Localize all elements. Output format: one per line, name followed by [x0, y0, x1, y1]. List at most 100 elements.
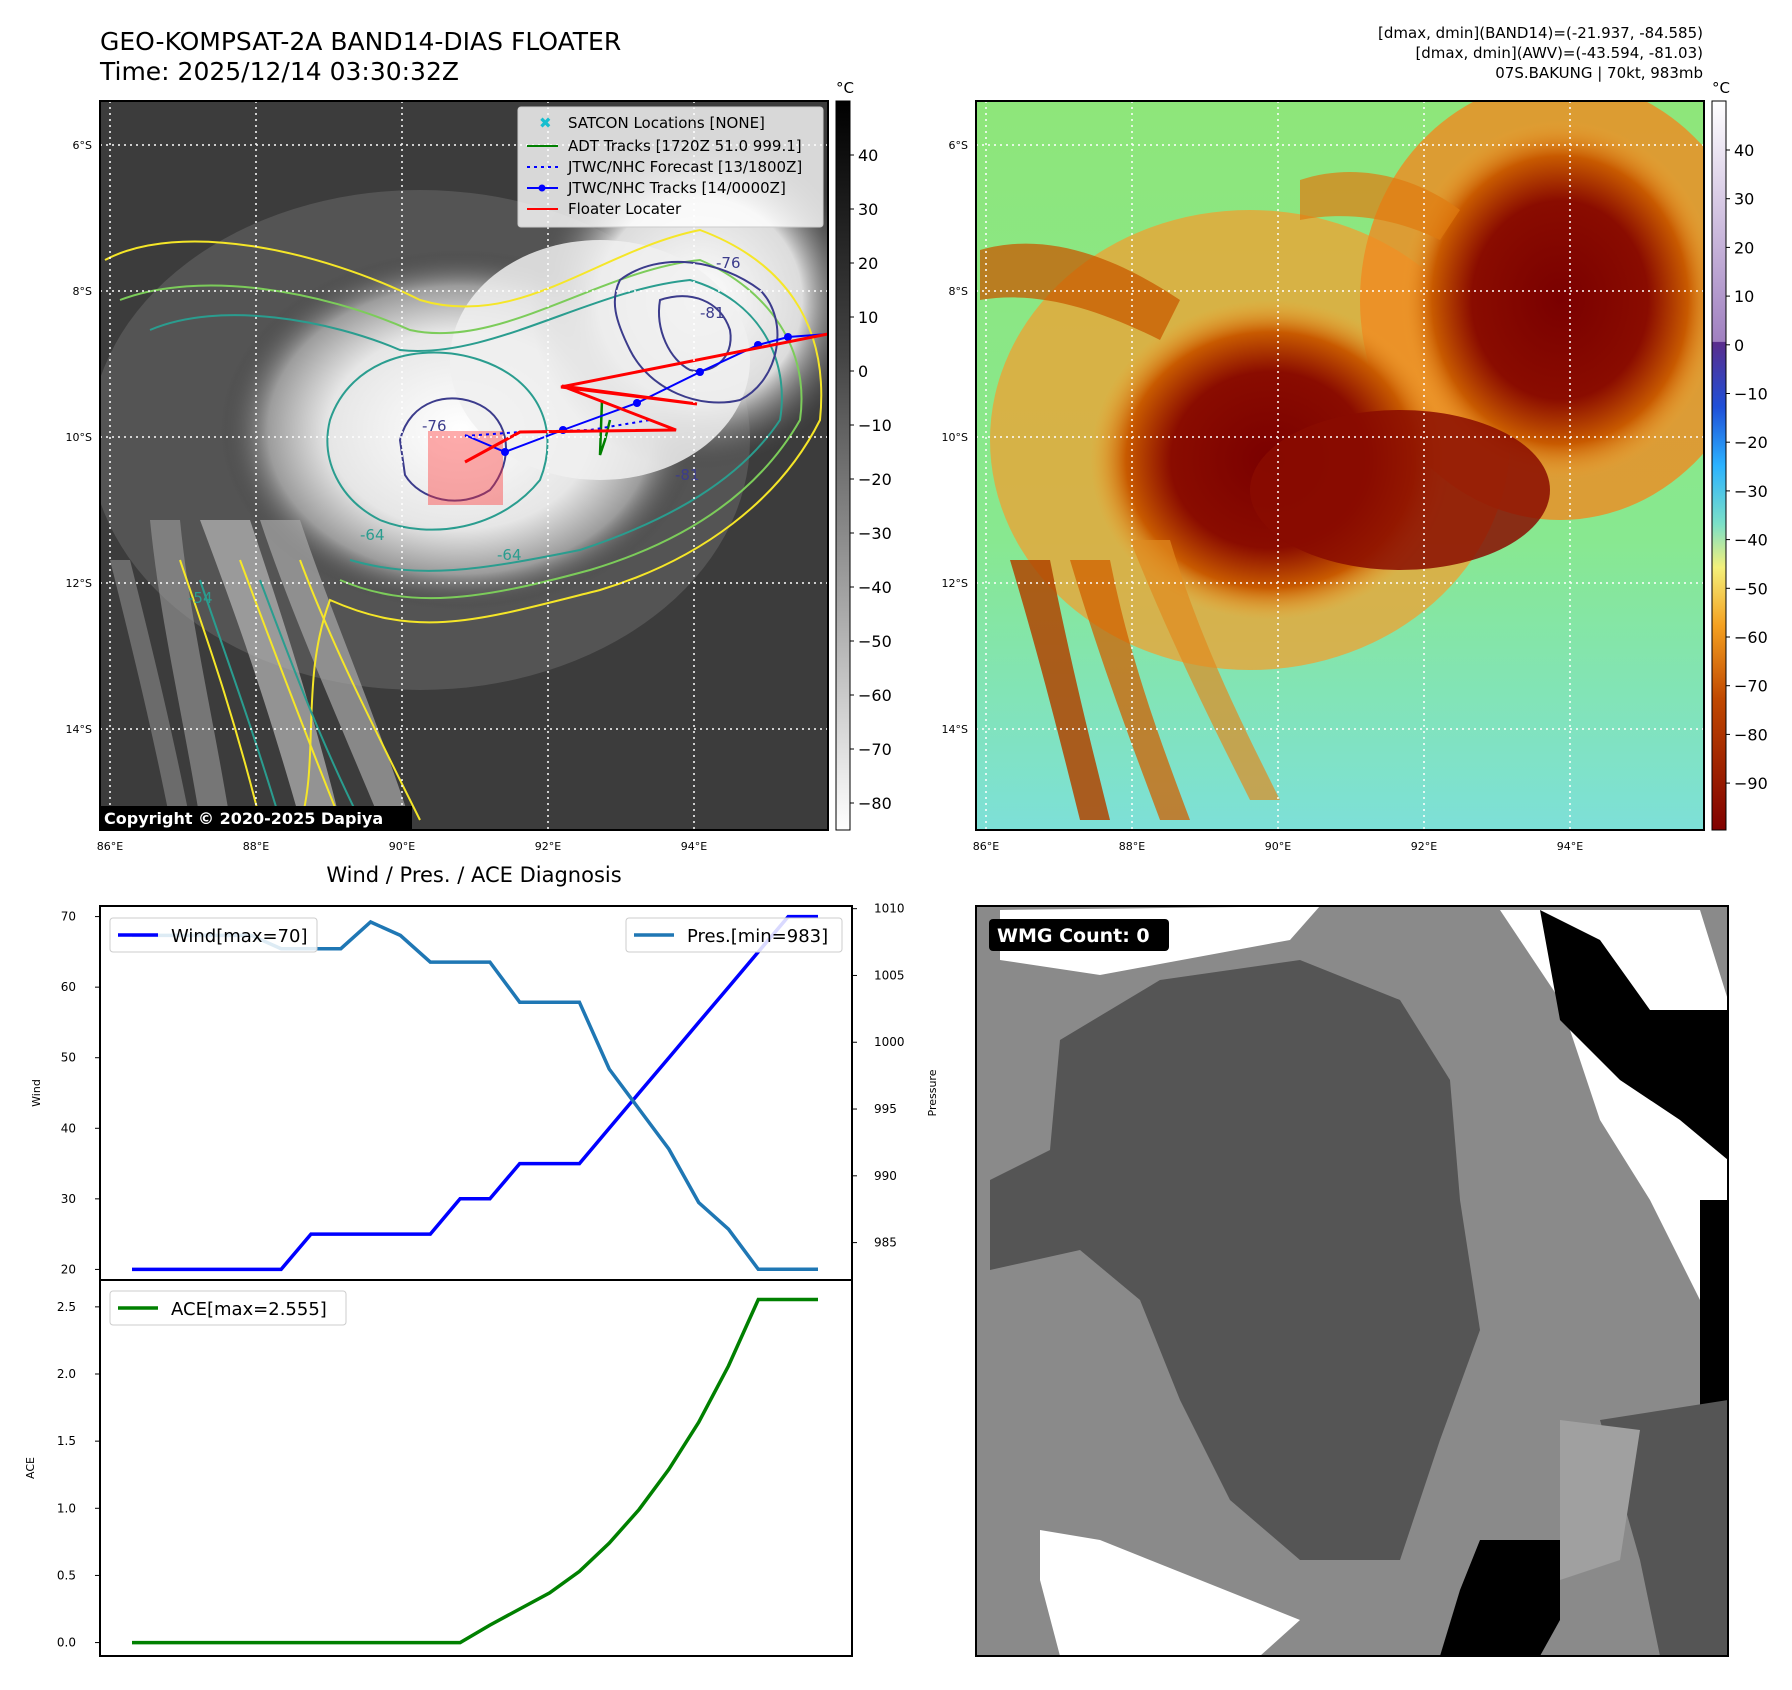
wmg-frame — [975, 905, 1729, 1657]
contour-label: -81 — [675, 466, 700, 484]
colorbar-tick-label: −60 — [1734, 628, 1768, 647]
wind-pressure-chart: Wind Pressure 20 30 40 50 60 70 985 990 995 1000… — [30, 902, 939, 1281]
awv-frame — [975, 100, 1705, 831]
lat-label: 10°S — [66, 431, 92, 444]
awv-colorbar-unit: °C — [1712, 79, 1730, 97]
info-storm: 07S.BAKUNG | 70kt, 983mb — [1495, 64, 1703, 82]
ir-colorbar — [835, 100, 851, 831]
awv-gridlines — [976, 101, 1704, 830]
info-band14: [dmax, dmin](BAND14)=(-21.937, -84.585) — [1378, 24, 1703, 42]
legend-forecast: JTWC/NHC Forecast [13/1800Z] — [567, 158, 802, 176]
satcon-marker-icon: ✖ — [539, 114, 552, 132]
lon-label: 88°E — [1119, 840, 1145, 853]
wmg-count-label: WMG Count: 0 — [997, 925, 1150, 947]
legend-tracks: JTWC/NHC Tracks [14/0000Z] — [567, 179, 786, 197]
colorbar-tick-label: −60 — [858, 686, 892, 705]
colorbar-tick-label: 20 — [1734, 238, 1754, 257]
ytick-label: 995 — [874, 1102, 897, 1116]
contour-label: -64 — [497, 546, 522, 564]
ytick-label: 20 — [61, 1262, 76, 1276]
legend-floater: Floater Locater — [568, 200, 682, 218]
lon-label: 92°E — [1411, 840, 1437, 853]
lon-label: 88°E — [243, 840, 269, 853]
colorbar-tick-label: −70 — [1734, 677, 1768, 696]
lat-label: 12°S — [942, 577, 968, 590]
colorbar-tick-label: −40 — [1734, 531, 1768, 550]
colorbar-tick-label: 10 — [1734, 287, 1754, 306]
ytick-label: 0.5 — [57, 1568, 76, 1582]
lon-label: 94°E — [1557, 840, 1583, 853]
colorbar-tick-label: −80 — [858, 794, 892, 813]
jtwc-forecast-line — [464, 419, 651, 437]
colorbar-tick-label: −10 — [858, 416, 892, 435]
lon-label: 90°E — [1265, 840, 1291, 853]
ytick-label: 70 — [61, 910, 76, 924]
figure-title-line2: Time: 2025/12/14 03:30:32Z — [100, 57, 459, 86]
awv-map-panel: 6°S 8°S 10°S 12°S 14°S 86°E 88°E 90°E 92… — [942, 79, 1768, 853]
lat-label: 6°S — [73, 139, 92, 152]
wmg-panel: WMG Count: 0 — [975, 905, 1729, 1657]
lat-label: 14°S — [66, 723, 92, 736]
colorbar-tick-label: 10 — [858, 308, 878, 327]
ace-legend: ACE[max=2.555] — [109, 1290, 347, 1326]
colorbar-tick-label: −50 — [1734, 579, 1768, 598]
copyright-text: Copyright © 2020-2025 Dapiya — [104, 809, 383, 828]
lon-label: 94°E — [681, 840, 707, 853]
ir-frame — [99, 100, 829, 831]
colorbar-tick-label: −50 — [858, 632, 892, 651]
pressure-axis-label: Pressure — [926, 1069, 939, 1116]
colorbar-tick-label: 20 — [858, 254, 878, 273]
legend-adt: ADT Tracks [1720Z 51.0 999.1] — [568, 137, 802, 155]
info-awv: [dmax, dmin](AWV)=(-43.594, -81.03) — [1415, 44, 1703, 62]
wind-yticks: 20 30 40 50 60 70 — [61, 910, 100, 1276]
lat-label: 8°S — [73, 285, 92, 298]
ytick-label: 1010 — [874, 902, 905, 916]
ace-legend-label: ACE[max=2.555] — [171, 1299, 327, 1320]
contour-label: -64 — [360, 526, 385, 544]
colorbar-tick-label: −80 — [1734, 725, 1768, 744]
colorbar-tick-label: −90 — [1734, 774, 1768, 793]
wmg-white-region — [1040, 1530, 1300, 1656]
jtwc-track-line — [464, 333, 828, 454]
wind-axis-label: Wind — [30, 1079, 43, 1107]
wind-legend-label: Wind[max=70] — [171, 926, 308, 947]
wind-chart-frame — [99, 905, 853, 1281]
colorbar-tick-label: −10 — [1734, 385, 1768, 404]
colorbar-tick-label: −30 — [858, 524, 892, 543]
lat-label: 12°S — [66, 577, 92, 590]
ytick-label: 1000 — [874, 1035, 905, 1049]
colorbar-tick-label: 40 — [858, 146, 878, 165]
ir-map-panel: -76 -81 -76 -64 -64 -81 -54 — [66, 79, 892, 853]
wmg-count-box — [989, 919, 1169, 951]
colorbar-tick-label: 0 — [858, 362, 868, 381]
ytick-label: 40 — [61, 1121, 76, 1135]
colorbar-tick-label: 30 — [858, 200, 878, 219]
wmg-white-region — [1500, 910, 1728, 1300]
wmg-dark-region — [990, 960, 1480, 1560]
ace-chart-frame — [99, 1279, 853, 1657]
colorbar-tick-label: 0 — [1734, 336, 1744, 355]
lat-label: 6°S — [949, 139, 968, 152]
ytick-label: 0.0 — [57, 1636, 76, 1650]
ytick-label: 985 — [874, 1236, 897, 1250]
track-legend-dot-icon — [538, 184, 546, 192]
colorbar-tick-label: −30 — [1734, 482, 1768, 501]
colorbar-tick-label: −70 — [858, 740, 892, 759]
lon-label: 86°E — [97, 840, 123, 853]
ytick-label: 990 — [874, 1169, 897, 1183]
ytick-label: 50 — [61, 1051, 76, 1065]
ytick-label: 2.0 — [57, 1367, 76, 1381]
lon-label: 92°E — [535, 840, 561, 853]
lon-label: 86°E — [973, 840, 999, 853]
awv-colorbar — [1711, 100, 1727, 831]
copyright-box — [100, 806, 412, 830]
wind-series-line — [132, 914, 818, 1272]
ytick-label: 1005 — [874, 968, 905, 982]
awv-colorbar-ticks: 40 30 20 10 0 −10 −20 −30 −40 −50 −60 −70 −80 −90 — [1726, 141, 1768, 793]
ytick-label: 1.0 — [57, 1501, 76, 1515]
legend-satcon: SATCON Locations [NONE] — [568, 114, 765, 132]
ytick-label: 1.5 — [57, 1434, 76, 1448]
colorbar-tick-label: −20 — [1734, 433, 1768, 452]
ace-axis-label: ACE — [24, 1457, 37, 1479]
lat-label: 14°S — [942, 723, 968, 736]
